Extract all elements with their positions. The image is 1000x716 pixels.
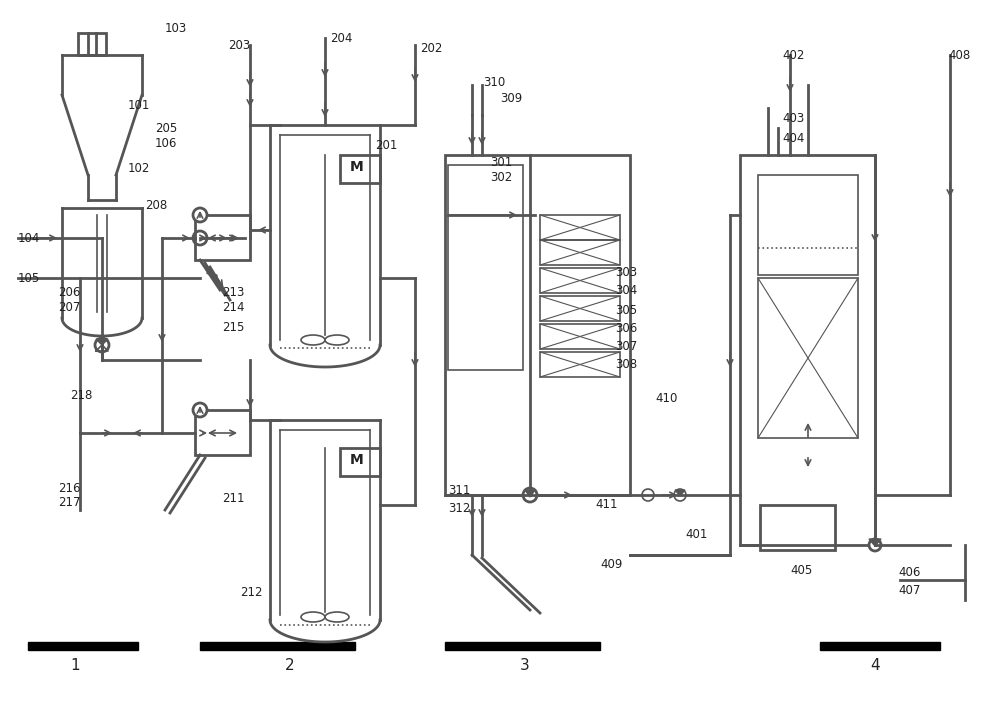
Bar [195, 215, 250, 260]
Text: 208: 208 [145, 198, 167, 211]
Polygon shape [869, 539, 881, 546]
Text: 409: 409 [600, 558, 622, 571]
Text: 302: 302 [490, 170, 512, 183]
Text: 408: 408 [948, 49, 970, 62]
Text: 218: 218 [70, 389, 92, 402]
Text: 202: 202 [420, 42, 442, 54]
Text: 1: 1 [70, 657, 80, 672]
Text: 4: 4 [870, 657, 880, 672]
Text: 307: 307 [615, 339, 637, 352]
Text: 105: 105 [18, 271, 40, 284]
Text: 201: 201 [375, 138, 397, 152]
Text: 104: 104 [18, 231, 40, 244]
Polygon shape [96, 339, 108, 345]
Text: 212: 212 [240, 586, 263, 599]
Text: 402: 402 [782, 49, 804, 62]
Text: 205: 205 [155, 122, 177, 135]
Text: 309: 309 [500, 92, 522, 105]
Text: 306: 306 [615, 321, 637, 334]
Bar [540, 240, 620, 265]
Bar [448, 165, 523, 370]
Text: 310: 310 [483, 75, 505, 89]
Circle shape [523, 488, 537, 502]
Bar [540, 352, 620, 377]
Bar [78, 33, 106, 55]
Text: 308: 308 [615, 357, 637, 370]
Text: 411: 411 [595, 498, 618, 511]
Polygon shape [675, 490, 685, 496]
Text: 207: 207 [58, 301, 80, 314]
Text: 204: 204 [330, 32, 352, 44]
Circle shape [193, 403, 207, 417]
Text: 303: 303 [615, 266, 637, 279]
Text: 215: 215 [222, 321, 244, 334]
Text: M: M [350, 453, 364, 467]
Bar [758, 175, 858, 275]
Text: 103: 103 [165, 21, 187, 34]
Text: 311: 311 [448, 483, 470, 496]
Text: 304: 304 [615, 284, 637, 296]
Circle shape [674, 489, 686, 501]
Text: 102: 102 [128, 162, 150, 175]
Polygon shape [525, 490, 535, 497]
Text: M: M [350, 160, 364, 174]
Text: 101: 101 [128, 99, 150, 112]
Bar [195, 410, 250, 455]
Text: 2: 2 [285, 657, 295, 672]
Circle shape [95, 338, 109, 352]
Text: 401: 401 [685, 528, 707, 541]
Text: 203: 203 [228, 39, 250, 52]
Text: 216: 216 [58, 481, 81, 495]
Circle shape [642, 489, 654, 501]
Circle shape [193, 208, 207, 222]
Bar [200, 642, 355, 650]
Bar [540, 296, 620, 321]
Text: 217: 217 [58, 496, 81, 510]
Bar [820, 642, 940, 650]
Text: 312: 312 [448, 501, 470, 515]
Bar [758, 278, 858, 438]
Text: 405: 405 [790, 563, 812, 576]
Text: 410: 410 [655, 392, 677, 405]
Bar [445, 155, 630, 495]
Bar [340, 155, 380, 183]
Bar [445, 642, 600, 650]
Text: 407: 407 [898, 584, 920, 596]
Circle shape [193, 231, 207, 245]
Text: 406: 406 [898, 566, 920, 579]
Circle shape [869, 539, 881, 551]
Bar [28, 642, 138, 650]
Bar [540, 324, 620, 349]
Text: 213: 213 [222, 286, 244, 299]
Text: 214: 214 [222, 301, 245, 314]
Bar [540, 215, 620, 240]
Text: 211: 211 [222, 491, 245, 505]
Bar [340, 448, 380, 476]
Text: 403: 403 [782, 112, 804, 125]
Text: 301: 301 [490, 155, 512, 168]
Text: 305: 305 [615, 304, 637, 316]
Bar [760, 505, 835, 550]
Bar [540, 268, 620, 293]
Text: 404: 404 [782, 132, 804, 145]
Text: 106: 106 [155, 137, 177, 150]
Text: 3: 3 [520, 657, 530, 672]
Bar [740, 155, 875, 545]
Text: 206: 206 [58, 286, 80, 299]
